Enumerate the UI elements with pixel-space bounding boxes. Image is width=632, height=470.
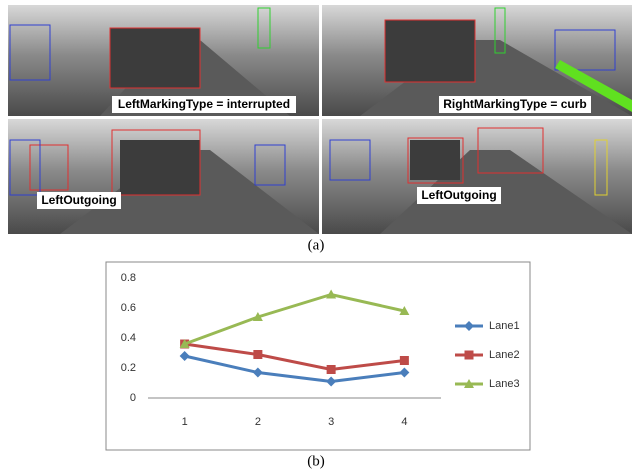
marker	[400, 356, 409, 365]
y-tick-label: 0.2	[121, 362, 136, 374]
caption: (b)	[307, 453, 325, 469]
y-tick-label: 0.8	[121, 272, 136, 284]
panel-label: LeftMarkingType = interrupted	[118, 97, 290, 111]
legend-label: Lane1	[489, 320, 520, 332]
x-tick-label: 1	[182, 416, 188, 428]
image-panel: LeftOutgoing	[322, 119, 632, 234]
y-tick-label: 0.6	[121, 302, 136, 314]
caption: (a)	[308, 237, 325, 253]
x-tick-label: 3	[328, 416, 334, 428]
legend-label: Lane2	[489, 349, 520, 361]
image-panel: RightMarkingType = curb	[322, 5, 632, 116]
image-panel: LeftMarkingType = interrupted	[8, 5, 319, 116]
marker	[327, 365, 336, 374]
y-tick-label: 0	[130, 392, 136, 404]
x-tick-label: 4	[401, 416, 407, 428]
marker	[253, 350, 262, 359]
x-tick-label: 2	[255, 416, 261, 428]
panel-label: LeftOutgoing	[421, 188, 496, 202]
figure: LeftMarkingType = interrupted RightMarki…	[0, 0, 632, 470]
panel-label: LeftOutgoing	[41, 193, 116, 207]
legend-marker	[465, 351, 474, 360]
image-panel: LeftOutgoing	[8, 119, 319, 234]
legend-label: Lane3	[489, 378, 520, 390]
panel-label: RightMarkingType = curb	[443, 97, 586, 111]
y-tick-label: 0.4	[121, 332, 136, 344]
